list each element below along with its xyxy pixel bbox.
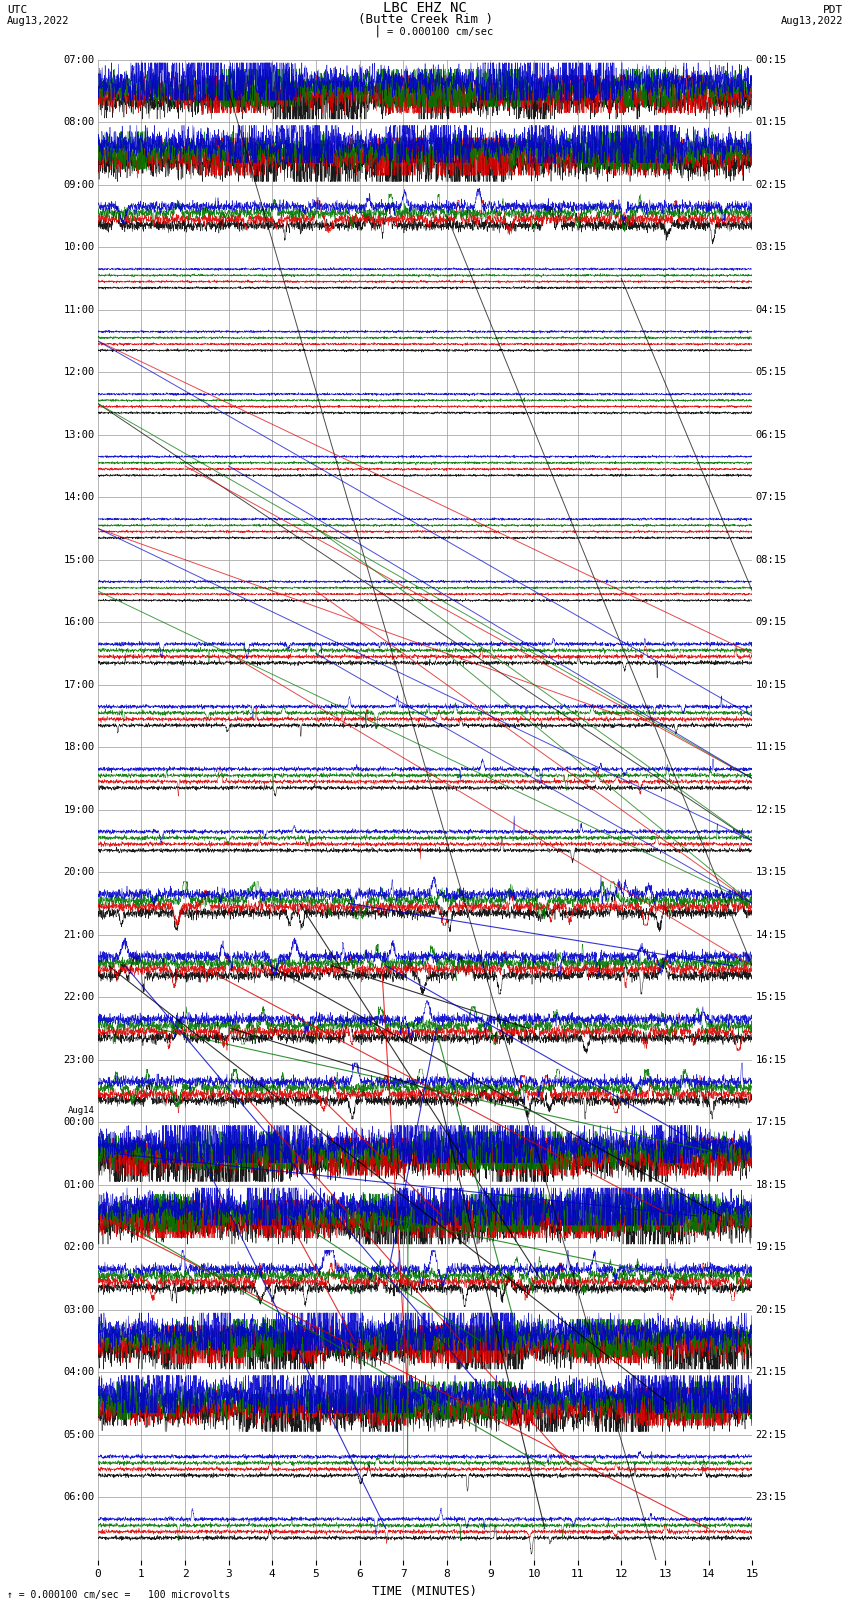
Text: 11:00: 11:00 (63, 305, 94, 315)
Text: 06:15: 06:15 (756, 429, 787, 440)
Text: 22:00: 22:00 (63, 992, 94, 1002)
Text: 16:15: 16:15 (756, 1055, 787, 1065)
Text: 15:15: 15:15 (756, 992, 787, 1002)
Text: 01:15: 01:15 (756, 118, 787, 127)
Text: 04:15: 04:15 (756, 305, 787, 315)
Text: 05:00: 05:00 (63, 1429, 94, 1440)
Text: 10:00: 10:00 (63, 242, 94, 252)
Text: 14:15: 14:15 (756, 929, 787, 940)
Text: 23:15: 23:15 (756, 1492, 787, 1502)
Text: 06:00: 06:00 (63, 1492, 94, 1502)
Text: 01:00: 01:00 (63, 1179, 94, 1190)
Text: 18:15: 18:15 (756, 1179, 787, 1190)
Text: 21:15: 21:15 (756, 1368, 787, 1378)
Text: 13:15: 13:15 (756, 868, 787, 877)
Text: 19:15: 19:15 (756, 1242, 787, 1252)
Text: 19:00: 19:00 (63, 805, 94, 815)
Text: Aug13,2022: Aug13,2022 (780, 16, 843, 26)
Text: 21:00: 21:00 (63, 929, 94, 940)
Text: Aug14: Aug14 (68, 1107, 94, 1115)
Text: 03:15: 03:15 (756, 242, 787, 252)
Text: 02:15: 02:15 (756, 179, 787, 190)
Text: 03:00: 03:00 (63, 1305, 94, 1315)
Text: 10:15: 10:15 (756, 679, 787, 690)
Text: 09:15: 09:15 (756, 618, 787, 627)
Text: 22:15: 22:15 (756, 1429, 787, 1440)
Text: 13:00: 13:00 (63, 429, 94, 440)
Text: ↑ = 0.000100 cm/sec =   100 microvolts: ↑ = 0.000100 cm/sec = 100 microvolts (7, 1590, 230, 1600)
Text: |: | (374, 24, 382, 37)
Text: 00:00: 00:00 (63, 1118, 94, 1127)
Text: 15:00: 15:00 (63, 555, 94, 565)
Text: 17:15: 17:15 (756, 1118, 787, 1127)
Text: = 0.000100 cm/sec: = 0.000100 cm/sec (387, 27, 493, 37)
Text: 04:00: 04:00 (63, 1368, 94, 1378)
Text: 20:00: 20:00 (63, 868, 94, 877)
Text: (Butte Creek Rim ): (Butte Creek Rim ) (358, 13, 492, 26)
X-axis label: TIME (MINUTES): TIME (MINUTES) (372, 1586, 478, 1598)
Text: 17:00: 17:00 (63, 679, 94, 690)
Text: 23:00: 23:00 (63, 1055, 94, 1065)
Text: 20:15: 20:15 (756, 1305, 787, 1315)
Text: 18:00: 18:00 (63, 742, 94, 752)
Text: 12:00: 12:00 (63, 368, 94, 377)
Text: 11:15: 11:15 (756, 742, 787, 752)
Text: UTC: UTC (7, 5, 27, 16)
Text: 00:15: 00:15 (756, 55, 787, 65)
Text: LBC EHZ NC: LBC EHZ NC (383, 2, 467, 16)
Text: 08:00: 08:00 (63, 118, 94, 127)
Text: PDT: PDT (823, 5, 843, 16)
Text: 16:00: 16:00 (63, 618, 94, 627)
Text: Aug13,2022: Aug13,2022 (7, 16, 70, 26)
Text: 07:15: 07:15 (756, 492, 787, 502)
Text: 12:15: 12:15 (756, 805, 787, 815)
Text: 05:15: 05:15 (756, 368, 787, 377)
Text: 07:00: 07:00 (63, 55, 94, 65)
Text: 08:15: 08:15 (756, 555, 787, 565)
Text: 02:00: 02:00 (63, 1242, 94, 1252)
Text: 14:00: 14:00 (63, 492, 94, 502)
Text: 09:00: 09:00 (63, 179, 94, 190)
